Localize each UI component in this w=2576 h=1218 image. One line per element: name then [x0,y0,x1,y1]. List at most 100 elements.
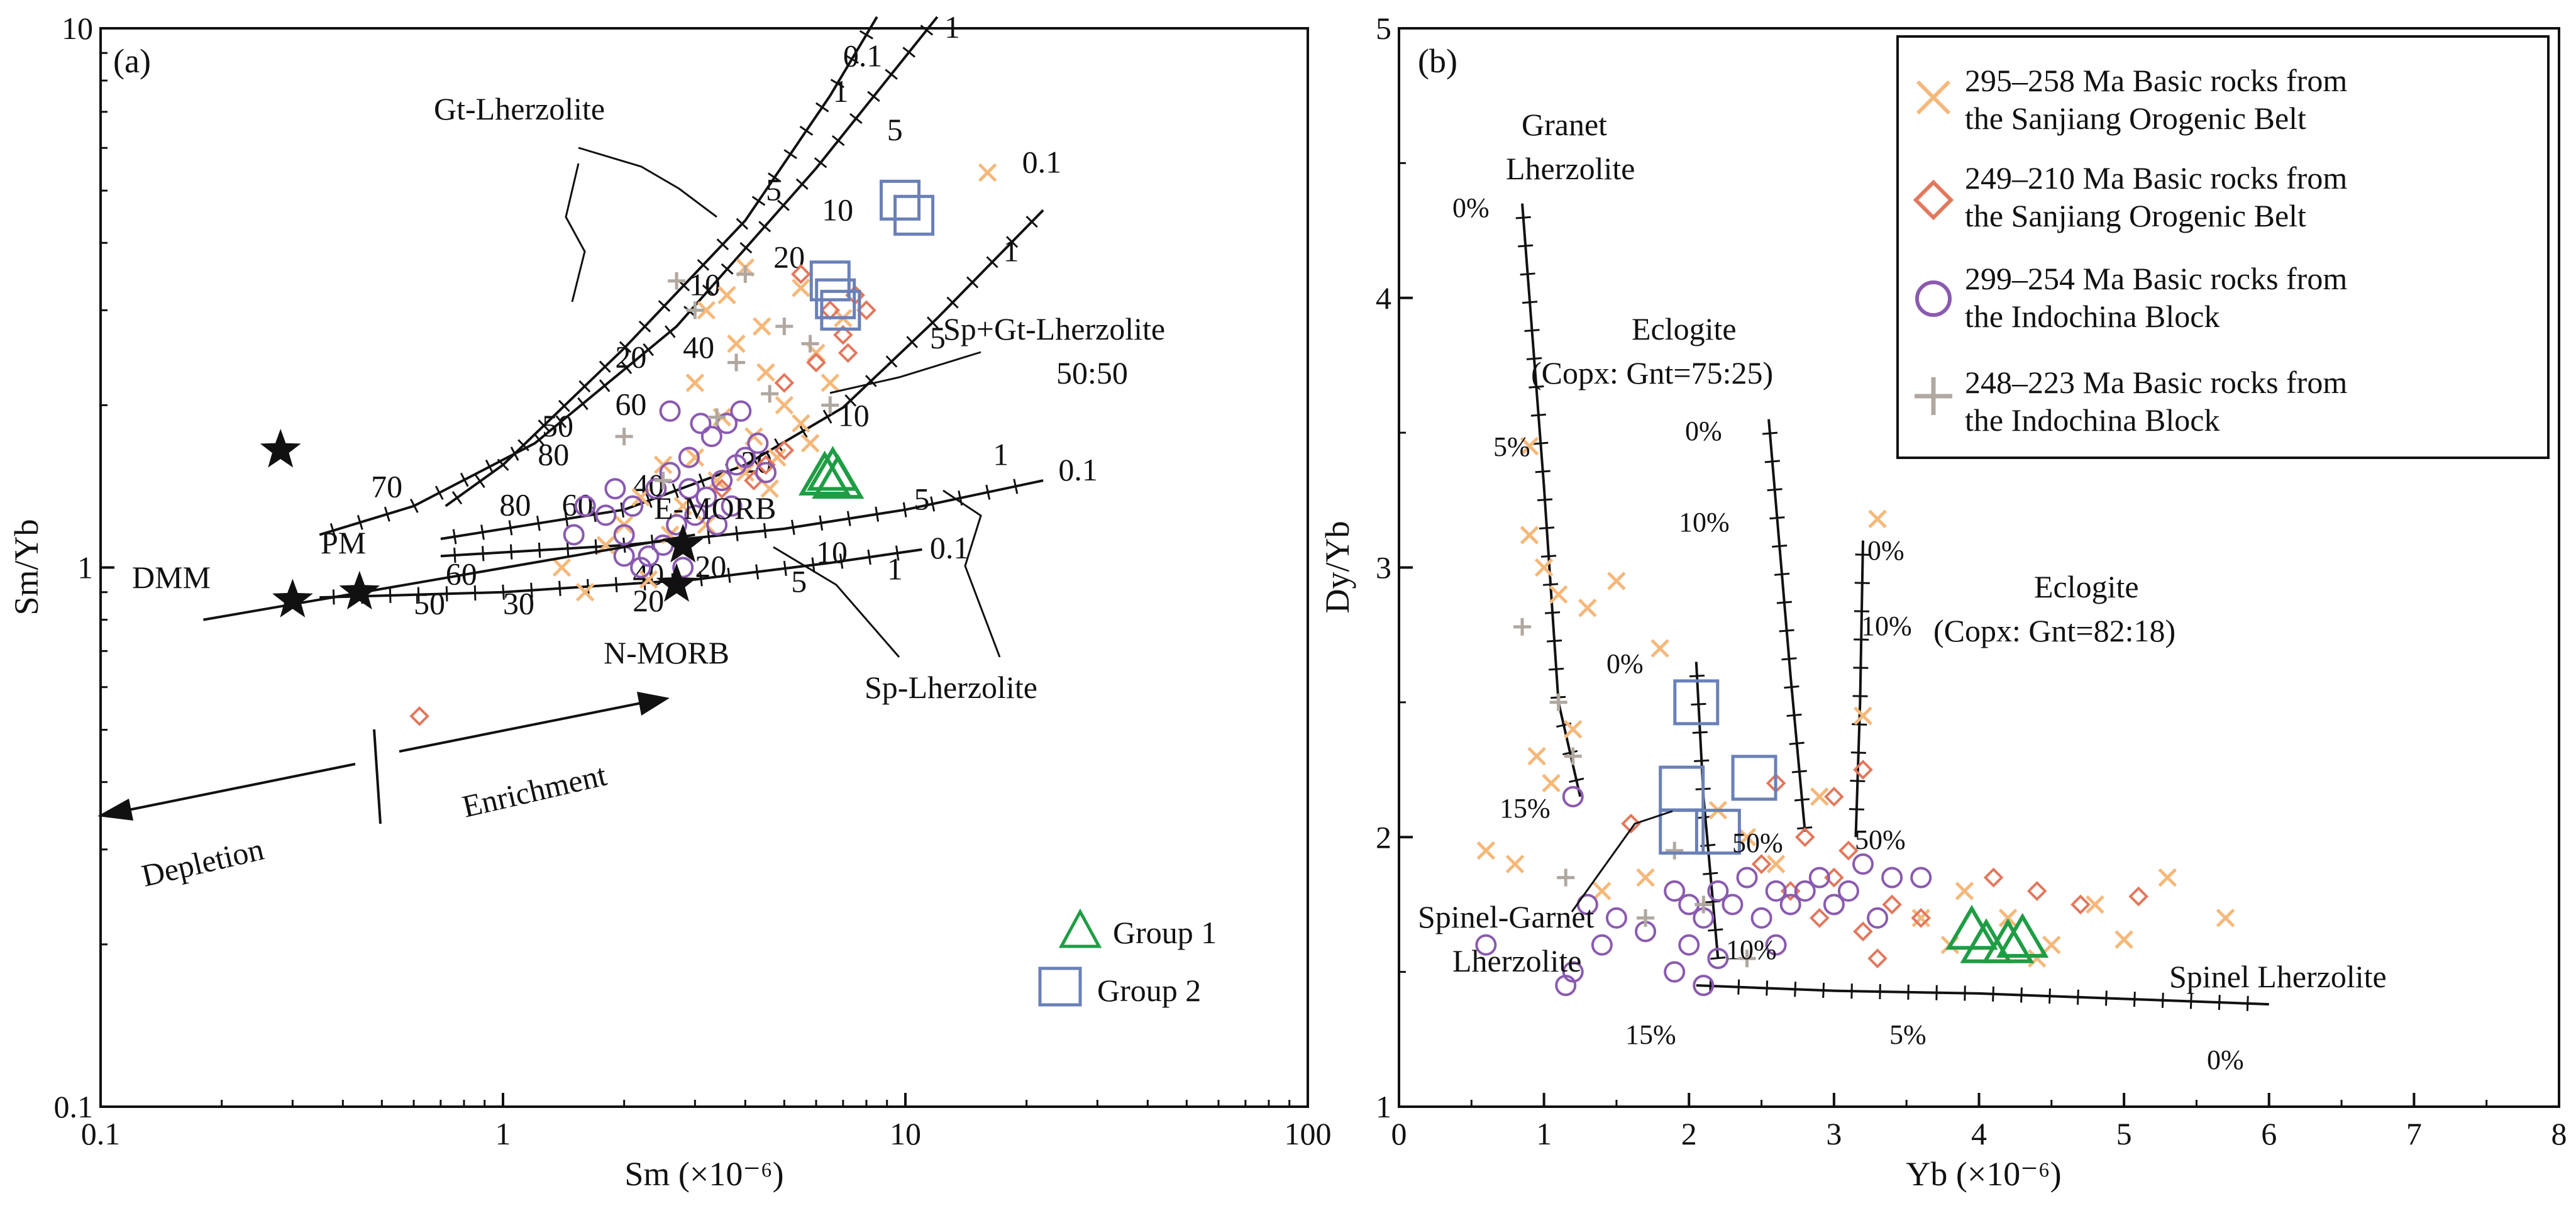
data-point-circle [630,556,652,579]
curve-tick [1710,956,1726,960]
b-ytick-label: 4 [1376,280,1391,316]
data-point-diamond [774,373,795,393]
pct-ecl1-0: 0% [1685,416,1722,446]
data-point-x [2158,868,2177,887]
curve-tick [697,258,710,271]
curve-tick [578,380,591,393]
curve-tick [902,502,907,518]
curve-tick [1692,731,1708,734]
a-ytick-label: 0.1 [54,1089,94,1124]
curve-tick [1784,685,1799,689]
annotation-sp-gt-lherzolite: Sp+Gt-Lherzolite [943,311,1165,346]
curve-tick [777,199,790,211]
data-point-circle [1852,853,1874,875]
annotation-eclogite-2-ratio: (Copx: Gnt=82:18) [1933,613,2175,648]
curve-tick [1769,516,1785,520]
data-point-plus [668,272,686,290]
data-point-circle [595,504,617,526]
b-ytick-label: 3 [1376,550,1391,585]
annotation-ratio: 50:50 [1056,355,1128,390]
curve-label: 1 [887,551,903,587]
curve-label: 1 [993,436,1009,472]
data-point-circle [1707,880,1729,902]
annotation-gt-lherzolite: Gt-Lherzolite [434,91,605,126]
curve-tick [417,587,420,602]
data-point-circle [1779,894,1801,916]
pct-sg-10: 10% [1726,934,1777,965]
curve-tick [867,549,871,565]
data-point-circle [1910,866,1932,889]
curve-tick [434,485,444,501]
data-point-x [753,317,771,336]
data-point-x [1520,436,1539,456]
legend-item-2: 249–210 Ma Basic rocks from the Sanjiang… [1913,160,2347,233]
pct-garnet-5: 5% [1493,431,1530,462]
curve-tick [1779,629,1794,633]
data-point-x [685,448,705,467]
data-point-x [575,582,595,602]
data-point-x [821,374,840,392]
curve-tick [665,325,676,338]
data-point-circle [1605,907,1627,929]
a-xtick-label: 100 [1285,1116,1332,1151]
curve-tick [1992,986,1995,1002]
data-point-circle [678,478,700,500]
pct-ecl2-10: 10% [1861,611,1912,641]
curve-label: 10 [689,267,721,302]
curve-tick [1537,498,1553,502]
data-point-plus [1513,617,1532,636]
data-point-plus [615,428,633,446]
curve-tick [480,524,485,540]
curve-tick [1005,236,1019,248]
data-point-triangle [798,450,851,496]
pct-ecl1-50: 50% [1732,828,1783,858]
curve-tick [1569,777,1584,783]
curve-tick [885,355,898,368]
a-xtick-label: 0.1 [81,1116,121,1151]
pct-garnet-0: 0% [1452,192,1490,223]
data-point-x [1542,773,1561,793]
annotation-eclogite-1: Eclogite [1632,311,1737,346]
data-point-circle [684,504,706,526]
panel-a-label: (a) [113,42,151,80]
legend-group1-label: Group 1 [1113,915,1217,950]
data-point-plus [1564,747,1582,765]
sp-gt-leader [829,351,981,394]
curve-tick [1549,667,1564,671]
curve-tick [1694,759,1710,762]
data-point-circle [755,462,777,484]
annotation-eclogite-1-ratio: (Copx: Gnt=75:25) [1531,355,1773,390]
b-xtick-label: 8 [2551,1116,2567,1151]
data-point-diamond [1809,908,1830,928]
curve-label: 20 [615,339,646,374]
data-point-diamond [756,455,776,475]
data-point-square [1731,755,1777,801]
b-ytick-label: 1 [1376,1089,1391,1124]
data-point-circle [604,478,626,500]
data-point-circle [659,400,681,422]
curve-tick [798,424,808,438]
data-point-circle [1562,785,1584,807]
curve-tick [1772,544,1788,548]
legend-item-3-line2: the Indochina Block [1965,299,2219,334]
curve-tick [1520,272,1535,276]
depletion-arrowhead [97,799,133,821]
curve-tick [895,545,900,561]
curve-tick [530,582,533,598]
data-point-circle [1881,866,1903,889]
a-xtick-label: 10 [890,1116,921,1151]
legend-item-3-line1: 299–254 Ma Basic rocks from [1965,261,2347,296]
data-point-square [1659,809,1705,855]
data-point-circle [1823,894,1845,916]
curve-tick [599,360,611,373]
curve-tick [384,506,390,522]
data-point-x [1766,855,1786,873]
curve-tick [846,511,851,526]
data-point-square [1673,679,1720,726]
curve-tick [986,256,998,269]
data-point-x [1549,585,1568,604]
annotation-enrichment: Enrichment [459,757,610,824]
curve-tick [451,491,463,505]
legend-diamond-marker [1913,179,1954,221]
data-point-plus [727,353,746,372]
